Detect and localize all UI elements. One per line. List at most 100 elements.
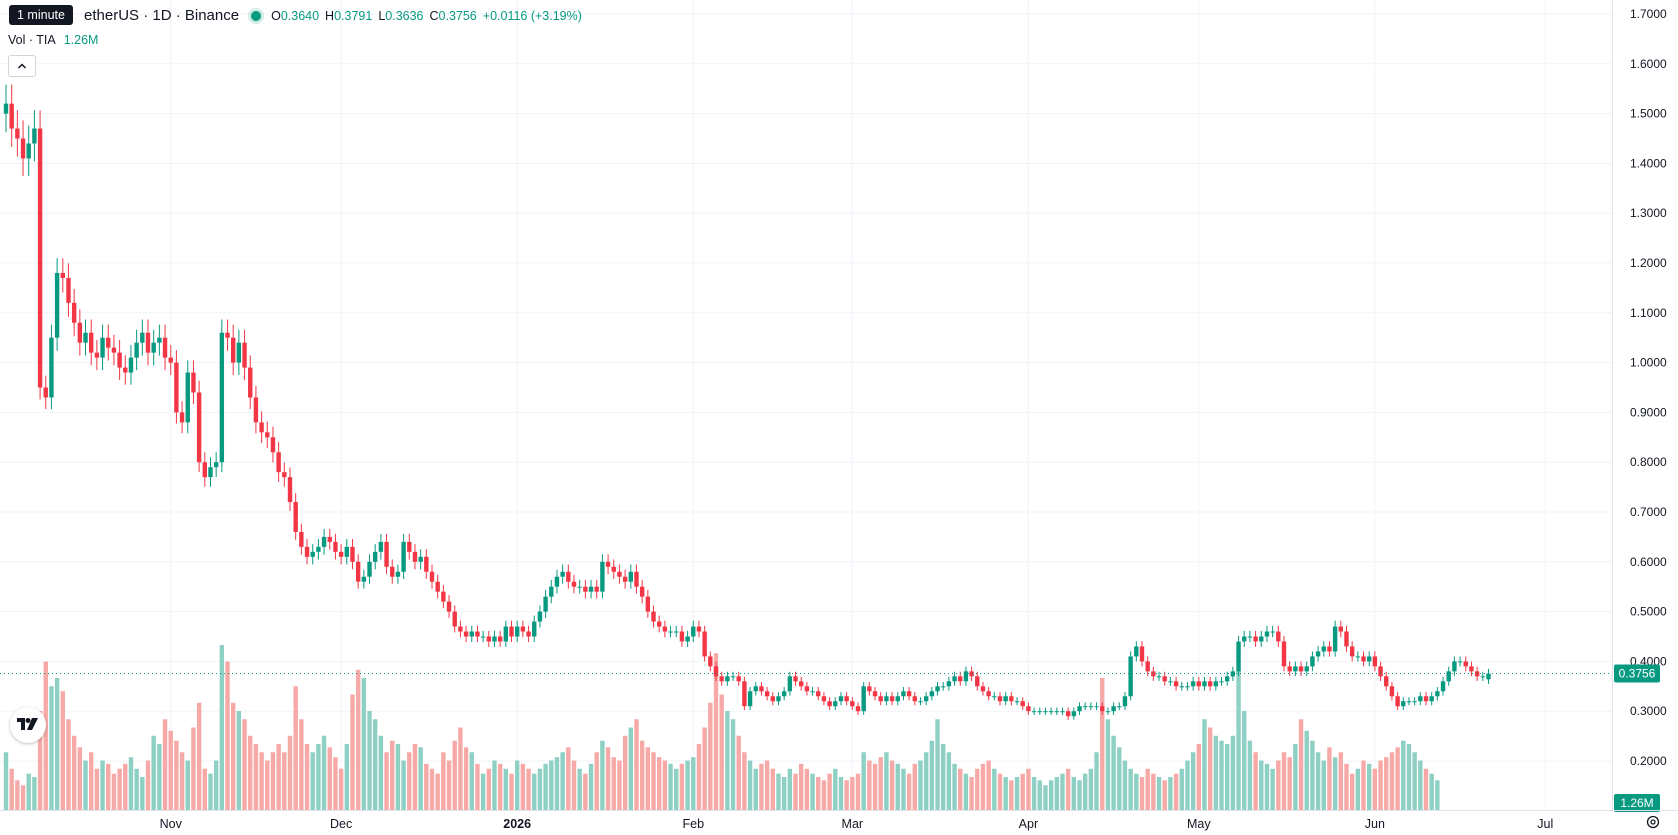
candle xyxy=(713,661,719,681)
candle xyxy=(838,692,844,706)
candle-body xyxy=(134,342,139,358)
candle-body xyxy=(145,332,151,353)
candle-body xyxy=(338,551,344,557)
tradingview-logo-icon[interactable] xyxy=(10,707,46,743)
candle xyxy=(594,579,599,599)
candle xyxy=(566,564,571,589)
candle-body xyxy=(674,631,679,633)
candle-body xyxy=(259,422,264,433)
candle xyxy=(287,467,293,512)
candle xyxy=(986,687,991,701)
candle-body xyxy=(310,551,315,557)
volume-bar xyxy=(480,773,486,810)
candle-body xyxy=(1026,706,1031,712)
candle-body xyxy=(106,337,111,348)
volume-bar xyxy=(1196,744,1201,810)
volume-bar xyxy=(1406,744,1412,810)
price-tick-label: 1.7000 xyxy=(1630,7,1667,21)
candle-body xyxy=(1293,666,1298,672)
candle-body xyxy=(889,696,895,702)
candle-body xyxy=(1344,631,1349,647)
candle-body xyxy=(668,631,673,633)
settings-gear-icon[interactable] xyxy=(1643,812,1663,832)
candle-body xyxy=(1094,706,1099,708)
candle-body xyxy=(600,561,605,592)
volume-bar xyxy=(526,768,531,810)
candle xyxy=(162,324,168,371)
candle xyxy=(571,574,577,594)
volume-bar xyxy=(20,785,26,810)
collapse-legend-button[interactable] xyxy=(8,55,36,77)
candle xyxy=(355,554,361,589)
volume-bar xyxy=(196,702,202,810)
market-status-dot[interactable] xyxy=(251,10,262,21)
volume-bar xyxy=(253,744,259,810)
price-tick-label: 0.8000 xyxy=(1630,455,1667,469)
candle xyxy=(696,620,702,638)
volume-bar xyxy=(975,768,980,810)
volume-bar xyxy=(719,694,724,810)
candle xyxy=(213,452,219,478)
volume-bar xyxy=(463,747,469,810)
candle-body xyxy=(867,686,872,692)
candle-body xyxy=(861,686,866,712)
candle xyxy=(1139,641,1145,667)
volume-bar xyxy=(1287,757,1292,810)
candle-body xyxy=(463,631,469,637)
candle xyxy=(1315,646,1321,662)
candle-body xyxy=(588,586,594,592)
candle-body xyxy=(1474,671,1480,677)
candle xyxy=(418,549,423,570)
candle xyxy=(770,692,775,706)
volume-bar xyxy=(1247,740,1253,810)
volume-bar xyxy=(1253,752,1258,810)
candle xyxy=(123,355,128,385)
candle-body xyxy=(1065,711,1071,717)
time-tick-label: Dec xyxy=(330,817,352,831)
volume-bar xyxy=(299,719,304,810)
candle xyxy=(532,615,537,643)
candle-body xyxy=(412,551,418,562)
volume-bar xyxy=(980,763,986,810)
candle-body xyxy=(1435,691,1440,697)
volume-bar xyxy=(1264,763,1270,810)
candle-body xyxy=(532,621,537,637)
volume-bar xyxy=(174,740,179,810)
volume-bar xyxy=(1071,777,1077,810)
candle xyxy=(1395,692,1400,711)
volume-bar xyxy=(1298,719,1304,810)
volume-bar xyxy=(3,752,9,810)
candle xyxy=(293,493,298,541)
candle xyxy=(1264,625,1270,643)
candle xyxy=(157,324,162,356)
candle xyxy=(1117,702,1122,711)
candle-body xyxy=(497,636,503,642)
candle-body xyxy=(1367,656,1372,662)
candle xyxy=(1372,651,1378,672)
candle xyxy=(361,569,367,589)
volume-bar xyxy=(1122,760,1128,810)
candle xyxy=(1151,666,1156,681)
volume-bar xyxy=(668,763,673,810)
candle xyxy=(1202,676,1207,691)
candle xyxy=(1298,661,1304,677)
volume-bar xyxy=(1389,752,1395,810)
volume-bar xyxy=(486,768,491,810)
candle xyxy=(15,110,20,157)
candle xyxy=(668,625,673,638)
candle-body xyxy=(1037,711,1042,713)
candle xyxy=(179,401,185,434)
candle xyxy=(1094,702,1099,711)
candle-body xyxy=(219,332,225,463)
volume-bar xyxy=(407,752,412,810)
price-tick-label: 0.7000 xyxy=(1630,505,1667,519)
volume-bar xyxy=(793,773,798,810)
volume-bar xyxy=(1003,777,1008,810)
candle-body xyxy=(781,691,787,697)
symbol-title[interactable]: etherUS · 1D · Binance xyxy=(84,7,240,24)
candle xyxy=(611,559,616,579)
candle xyxy=(106,324,111,361)
volume-legend[interactable]: Vol · TIA 1.26M xyxy=(8,33,98,47)
candle xyxy=(20,120,26,176)
